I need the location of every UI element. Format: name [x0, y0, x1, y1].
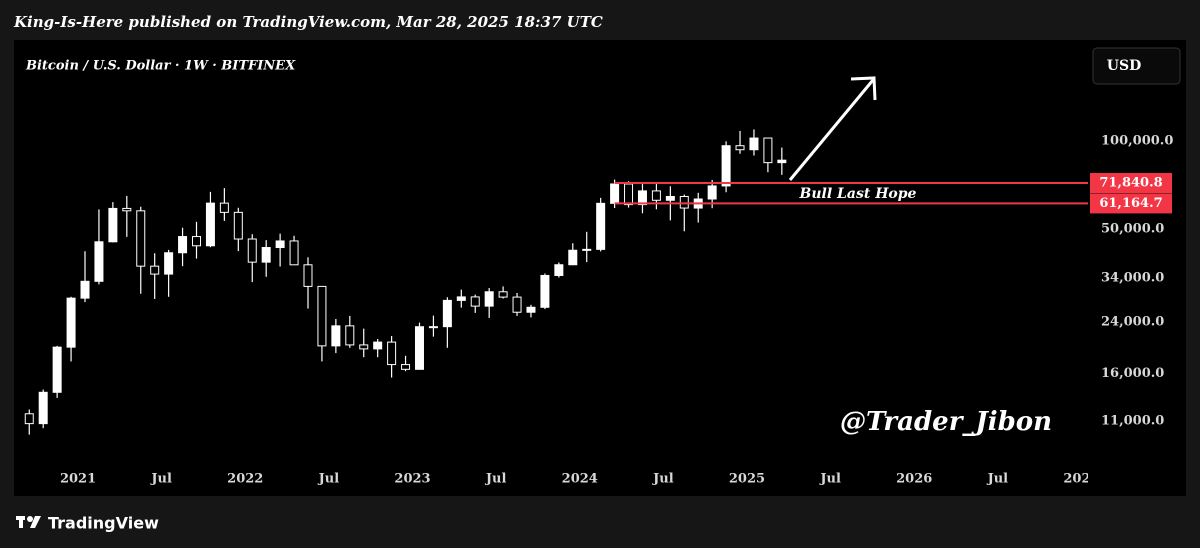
- candle-body: [275, 240, 285, 249]
- candle-body: [219, 202, 229, 213]
- x-tick-label: Jul: [485, 472, 507, 487]
- candle-body: [345, 325, 355, 346]
- arrow: [788, 79, 875, 181]
- level-label: 61,164.7: [1099, 196, 1162, 211]
- currency: USD: [1107, 58, 1141, 74]
- candle-body: [192, 236, 202, 247]
- candle-body: [540, 274, 550, 308]
- publish-header: King-Is-Here published on TradingView.co…: [13, 13, 603, 31]
- candle-body: [735, 145, 745, 151]
- chart-title: Bitcoin / U.S. Dollar · 1W · BITFINEX: [25, 59, 296, 74]
- candle-body: [289, 240, 299, 266]
- price-axis: 11,000.0 16,000.0 24,000.0 34,000.0 50,000.0…: [1088, 40, 1186, 496]
- candle-body: [428, 326, 438, 329]
- candle-body: [498, 291, 508, 298]
- chart-panel: [14, 40, 1186, 496]
- x-tick-label: 2024: [562, 472, 598, 487]
- candle-body: [442, 299, 452, 328]
- level-label-bg: [1090, 173, 1172, 194]
- x-tick-label: Jul: [987, 472, 1009, 487]
- x-tick-label: Jul: [819, 472, 841, 487]
- candle-body: [470, 296, 480, 307]
- candle-body: [749, 137, 759, 151]
- candle-body: [122, 207, 132, 212]
- annotation: Bull Last Hope: [799, 186, 917, 202]
- candle-body: [665, 195, 675, 201]
- x-tick-label: Jul: [652, 472, 674, 487]
- candle-body: [721, 145, 731, 187]
- candle-body: [777, 159, 787, 164]
- candle-body: [233, 211, 243, 240]
- x-tick-label: 2025: [729, 472, 765, 487]
- level-label: 71,840.8: [1099, 176, 1162, 191]
- candle-body: [164, 252, 174, 275]
- y-tick-label: 11,000.0: [1101, 414, 1164, 429]
- candle-body: [763, 137, 773, 164]
- watermark: @Trader_Jibon: [840, 407, 1052, 437]
- x-tick-label: Jul: [318, 472, 340, 487]
- x-tick-label: 2022: [227, 472, 263, 487]
- candle-body: [303, 264, 313, 287]
- candle-body: [610, 183, 620, 204]
- candle-body: [66, 297, 76, 348]
- candle-body: [637, 190, 647, 206]
- candle-body: [261, 247, 271, 263]
- candle-body: [624, 183, 634, 206]
- candle-body: [401, 364, 411, 370]
- candle-body: [707, 185, 717, 200]
- tv-logo: [16, 516, 41, 528]
- candle-body: [387, 341, 397, 366]
- x-tick-label: 2026: [896, 472, 932, 487]
- y-tick-label: 34,000.0: [1101, 270, 1164, 285]
- y-tick-label: 24,000.0: [1101, 315, 1164, 330]
- arrow-head: [850, 76, 877, 101]
- candle-body: [414, 326, 424, 370]
- candle-body: [178, 236, 188, 254]
- candle-body: [582, 248, 592, 251]
- candle-body: [484, 291, 494, 307]
- candle-body: [526, 306, 536, 313]
- candle-body: [150, 265, 160, 275]
- price-axis-bg: [1088, 40, 1186, 496]
- candle-body: [596, 202, 606, 250]
- level-label-bg: [1090, 193, 1172, 214]
- candle-body: [136, 210, 146, 267]
- candle-body: [317, 285, 327, 347]
- y-tick-label: 16,000.0: [1101, 366, 1164, 381]
- candle-body: [331, 325, 341, 347]
- y-tick-label: 50,000.0: [1101, 221, 1164, 236]
- candle-body: [108, 207, 118, 243]
- candle-body: [80, 280, 90, 299]
- x-tick-label: 2023: [394, 472, 430, 487]
- candle-body: [554, 264, 564, 276]
- candle-body: [359, 344, 369, 350]
- currency-button[interactable]: [1092, 47, 1181, 85]
- candle-body: [94, 241, 104, 282]
- candle-body: [38, 391, 48, 425]
- candle-body: [205, 202, 215, 247]
- footer-brand: TradingView: [48, 514, 159, 533]
- candle-body: [247, 238, 257, 263]
- candle-body: [24, 413, 34, 425]
- candle-body: [568, 249, 578, 266]
- candle-body: [679, 195, 689, 209]
- candle-body: [373, 341, 383, 350]
- x-tick-label: 2021: [60, 472, 96, 487]
- x-tick-label: Jul: [150, 472, 172, 487]
- candle-body: [651, 190, 661, 201]
- candle-body: [512, 296, 522, 313]
- candle-body: [456, 296, 466, 301]
- candle-body: [52, 346, 62, 393]
- y-tick-label: 100,000.0: [1101, 134, 1173, 149]
